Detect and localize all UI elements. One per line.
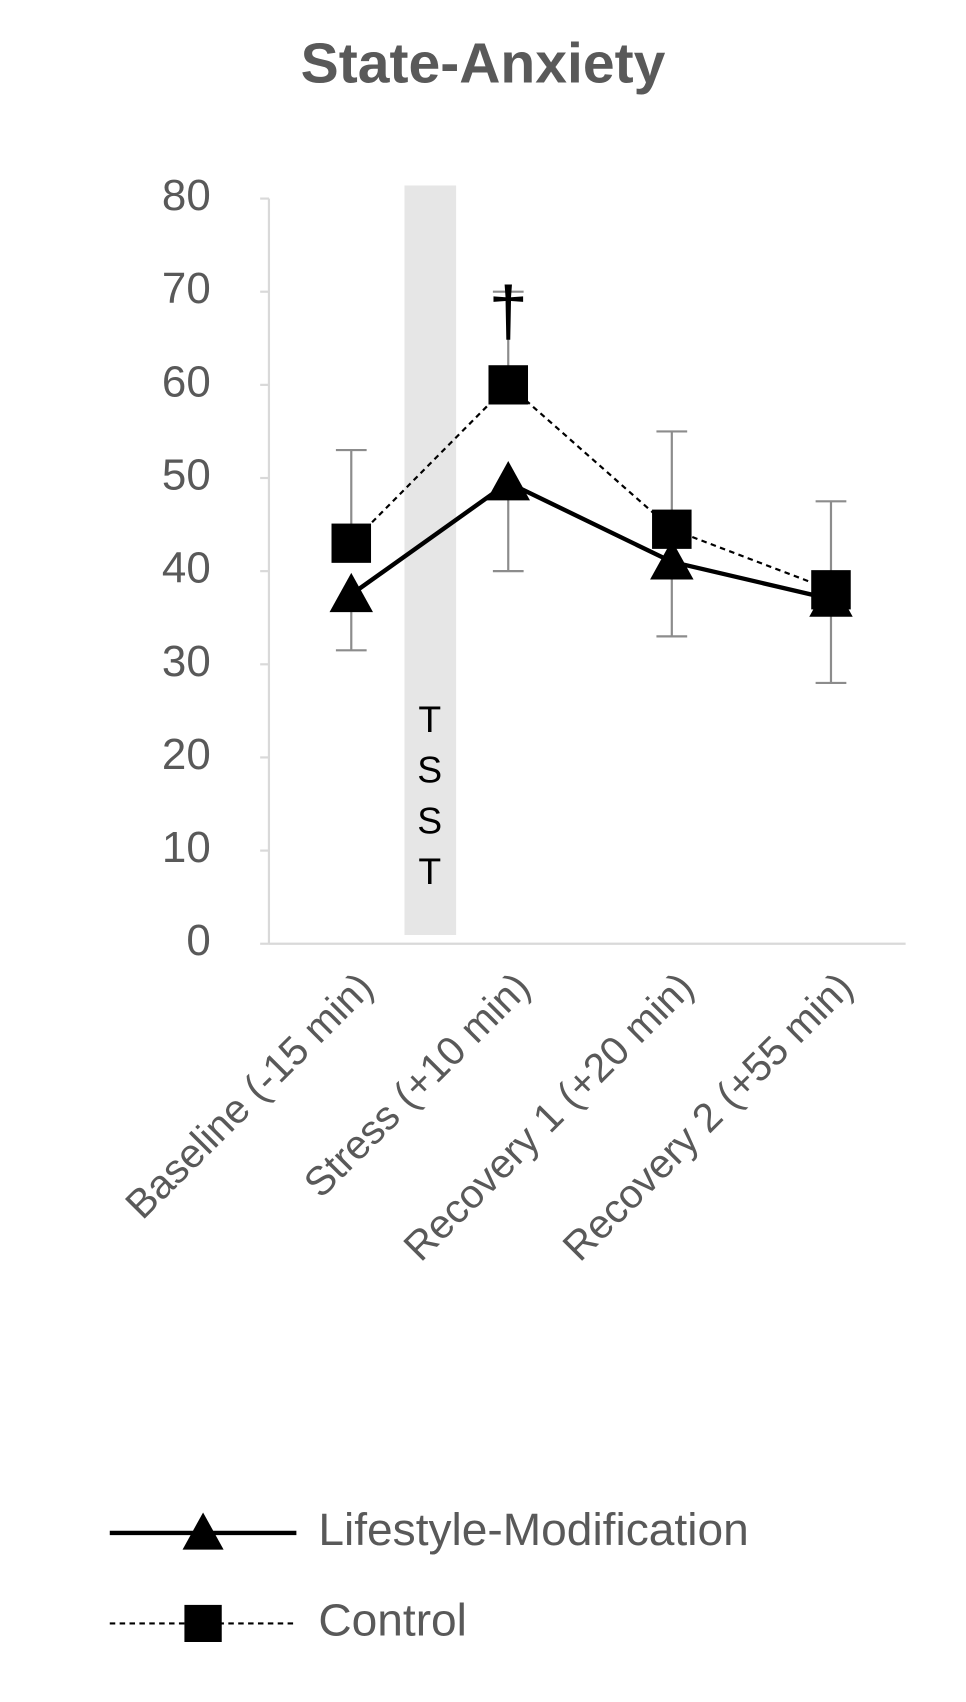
x-tick-label: Recovery 1 (+20 min) xyxy=(394,963,702,1269)
y-tick-label: 50 xyxy=(162,451,211,500)
y-tick-label: 70 xyxy=(162,264,211,313)
x-tick-label: Recovery 2 (+55 min) xyxy=(554,963,862,1269)
y-tick-label: 60 xyxy=(162,358,211,407)
point xyxy=(486,461,530,501)
point xyxy=(652,509,692,549)
y-tick-label: 10 xyxy=(162,823,211,872)
band-label: TSST xyxy=(409,698,451,900)
point xyxy=(331,523,372,563)
significance-mark: † xyxy=(489,272,528,350)
y-tick-label: 20 xyxy=(162,730,211,779)
point xyxy=(329,572,374,613)
legend-label: Control xyxy=(318,1594,467,1646)
y-tick-label: 30 xyxy=(162,637,211,686)
series-line xyxy=(350,383,832,591)
legend-marker xyxy=(182,1512,224,1550)
y-tick-label: 0 xyxy=(186,916,210,965)
series-line xyxy=(349,480,832,602)
stress-band xyxy=(404,185,457,936)
point xyxy=(488,365,529,405)
point xyxy=(650,540,694,580)
y-tick-label: 80 xyxy=(162,171,211,220)
chart-title: State-Anxiety xyxy=(301,32,666,96)
legend-marker xyxy=(184,1604,222,1642)
legend-label: Lifestyle-Modification xyxy=(318,1503,748,1555)
y-tick-label: 40 xyxy=(162,544,211,593)
point xyxy=(811,570,851,610)
